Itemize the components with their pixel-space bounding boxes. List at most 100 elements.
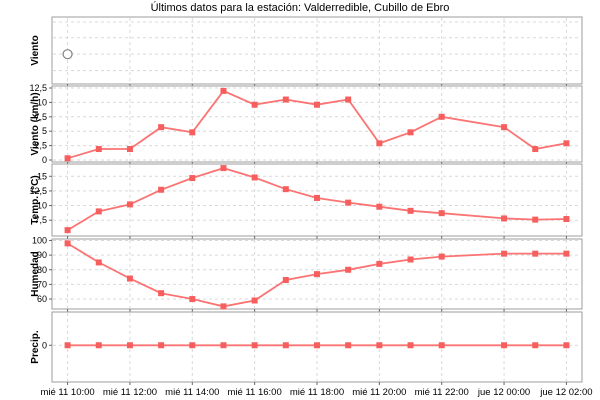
data-point-marker [501,250,508,257]
data-point-marker [251,101,258,108]
data-point-marker [563,342,570,349]
data-point-marker [95,259,102,266]
data-point-marker [64,240,71,247]
panel-viento-direccion: Viento [30,16,583,87]
y-tick-label: 12,5 [29,186,47,196]
series-line [67,89,567,160]
y-axis-label-humedad: Humedad [30,251,41,297]
data-point-marker [376,203,383,210]
data-point-marker [438,253,445,260]
y-tick-label: 10 [37,97,47,107]
x-tick-label: mié 11 10:00 [40,387,94,398]
y-tick-label: 70 [37,279,47,289]
data-point-marker [95,208,102,215]
data-point-marker [314,101,320,108]
data-point-marker [345,342,352,349]
x-tick-label: mié 11 14:00 [165,387,219,398]
data-point-marker [501,215,508,222]
x-tick-label: mié 11 22:00 [415,387,469,398]
data-point-marker [532,342,539,349]
data-point-marker [189,175,196,182]
y-axis-label-temperatura: Temp. (°C) [30,175,41,224]
data-point-marker [282,342,289,349]
chart-title: Últimos datos para la estación: Valderre… [150,2,450,14]
data-point-marker [220,303,227,310]
data-point-marker [376,140,383,147]
data-point-marker [64,155,71,162]
x-tick-label: jue 12 00:00 [477,387,530,398]
wind-direction-calm-marker [62,49,73,60]
x-tick-label: jue 12 02:00 [539,387,592,398]
data-point-marker [64,342,71,349]
data-point-marker [563,216,570,223]
data-point-marker [438,113,445,120]
data-point-marker [282,96,289,103]
data-point-marker [220,342,227,349]
x-tick-label: mié 11 18:00 [290,387,344,398]
data-point-marker [407,129,414,136]
data-point-marker [158,124,165,131]
series-line [67,167,567,231]
data-point-marker [438,210,445,217]
y-tick-label: 0 [42,155,47,165]
data-point-marker [158,186,165,193]
y-tick-label: 10 [37,201,47,211]
data-point-marker [126,342,133,349]
data-point-marker [189,342,196,349]
panel-humedad: 60 70 80 90 100 Humedad [30,235,583,312]
data-point-marker [282,277,289,284]
y-axis-label-viento-direccion: Viento [30,35,41,65]
y-axis-label-precipitacion: Precip. [30,330,41,364]
data-point-marker [376,260,383,267]
data-point-marker [126,201,133,208]
data-point-marker [345,266,352,273]
data-point-marker [501,342,508,349]
data-point-marker [376,342,383,349]
data-point-marker [158,342,165,349]
data-point-marker [314,342,320,349]
y-tick-label: 5 [42,126,47,136]
y-tick-label: 15 [37,171,47,181]
data-point-marker [438,342,445,349]
y-tick-label: 60 [37,294,47,304]
data-point-marker [95,342,102,349]
y-tick-label: 7,5 [34,112,47,122]
y-tick-label: 12,5 [29,83,47,93]
y-axis-label-viento-velocidad: Viento (km/h) [30,92,41,155]
data-point-marker [64,227,71,234]
data-point-marker [407,256,414,263]
y-tick-label: 0 [42,340,47,350]
data-point-marker [126,275,133,282]
data-point-marker [563,140,570,147]
data-point-marker [126,146,133,153]
data-point-marker [563,250,570,257]
data-point-marker [345,96,352,103]
x-tick-label: mié 11 12:00 [103,387,157,398]
y-tick-label: 100 [32,235,47,245]
data-point-marker [532,250,539,257]
series-line [67,242,567,308]
y-tick-label: 90 [37,250,47,260]
data-point-marker [220,165,227,172]
y-tick-label: 2,5 [34,141,47,151]
x-tick-label: mié 11 20:00 [352,387,406,398]
x-tick-label: mié 11 16:00 [228,387,282,398]
data-point-marker [314,194,320,201]
data-point-marker [189,129,196,136]
y-tick-label: 80 [37,265,47,275]
data-point-marker [251,174,258,181]
data-point-marker [532,146,539,153]
data-point-marker [189,296,196,303]
data-point-marker [251,342,258,349]
data-point-marker [314,271,320,278]
data-point-marker [220,87,227,94]
data-point-marker [95,146,102,153]
data-point-marker [501,124,508,131]
data-point-marker [251,297,258,304]
x-axis-labels: mié 11 10:00 mié 11 12:00 mié 11 14:00 mié … [40,387,592,398]
